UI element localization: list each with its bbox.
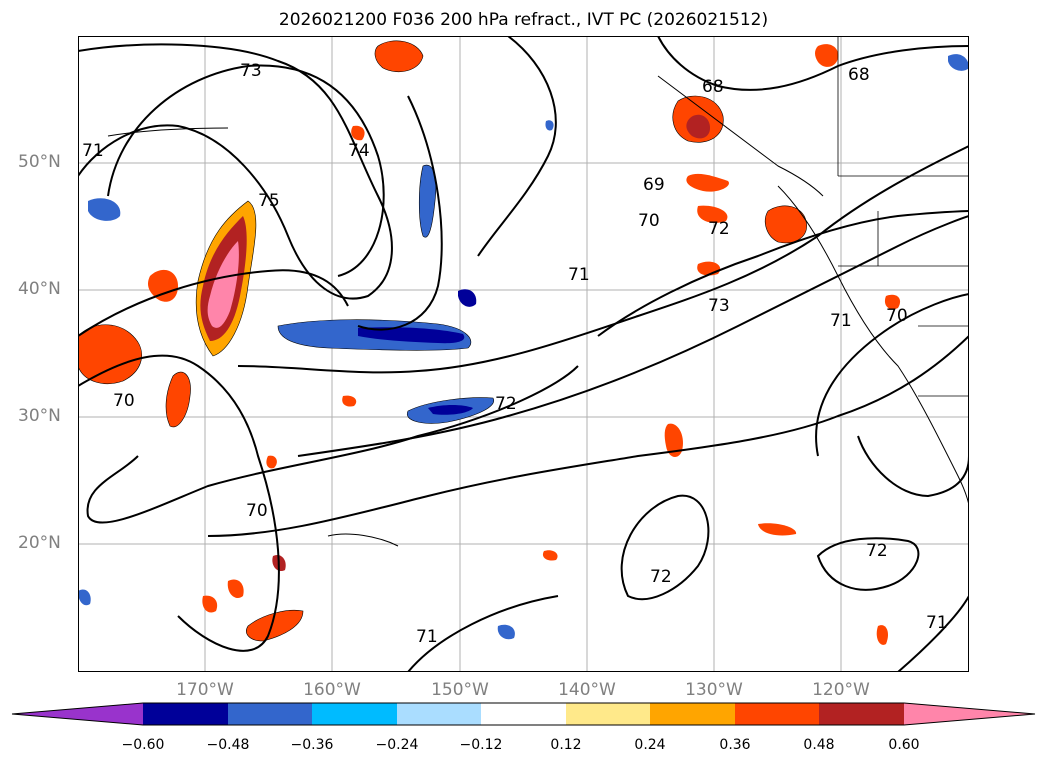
contour-label: 72 — [866, 541, 888, 561]
colorbar-tick-label: 0.60 — [888, 737, 920, 753]
contour-label: 74 — [348, 141, 370, 161]
ivt-positive-shading — [78, 40, 901, 645]
colorbar-tick-label: −0.36 — [290, 737, 334, 753]
colorbar-segment — [735, 703, 819, 725]
colorbar-segment — [566, 703, 650, 725]
map-panel: 73 74 75 71 68 68 69 70 72 71 73 71 70 7… — [78, 36, 969, 672]
colorbar-outline — [11, 702, 1036, 726]
coastlines — [107, 75, 969, 547]
colorbar-tick-label: 0.36 — [719, 737, 751, 753]
colorbar-max-extend — [904, 703, 1035, 725]
map-frame — [78, 36, 969, 672]
lon-label-130w: 130°W — [685, 680, 743, 700]
colorbar-tick-label: 0.48 — [803, 737, 835, 753]
lon-label-120w: 120°W — [812, 680, 870, 700]
lon-label-140w: 140°W — [558, 680, 616, 700]
colorbar-tick-label: −0.12 — [459, 737, 503, 753]
contour-label: 72 — [495, 394, 517, 414]
colorbar-segment — [397, 703, 481, 725]
contour-label: 68 — [702, 77, 724, 97]
lat-label-30n: 30°N — [18, 406, 61, 426]
colorbar-tick-label: 0.12 — [550, 737, 582, 753]
lon-label-170w: 170°W — [176, 680, 234, 700]
colorbar-segment — [819, 703, 904, 725]
lon-label-150w: 150°W — [431, 680, 489, 700]
colorbar-segment — [228, 703, 312, 725]
ivt-negative-shading — [78, 54, 969, 640]
contour-label: 71 — [82, 141, 104, 161]
contour-label: 75 — [258, 191, 280, 211]
colorbar-tick-label: −0.24 — [375, 737, 419, 753]
political-borders — [837, 36, 969, 397]
colorbar-tick-label: 0.24 — [634, 737, 666, 753]
colorbar-tick-label: −0.48 — [206, 737, 250, 753]
contour-label: 73 — [708, 296, 730, 316]
colorbar-segment — [143, 703, 228, 725]
gridlines — [78, 36, 969, 672]
map-canvas: 73 74 75 71 68 68 69 70 72 71 73 71 70 7… — [78, 36, 969, 672]
colorbar-segment — [650, 703, 735, 725]
map-title: 2026021200 F036 200 hPa refract., IVT PC… — [278, 10, 769, 30]
colorbar-segment — [312, 703, 397, 725]
contour-label: 70 — [886, 306, 908, 326]
contour-label: 71 — [830, 311, 852, 331]
lat-label-40n: 40°N — [18, 279, 61, 299]
contour-label: 70 — [638, 211, 660, 231]
contour-label: 70 — [246, 501, 268, 521]
contour-label: 72 — [650, 567, 672, 587]
lon-label-160w: 160°W — [303, 680, 361, 700]
contour-label: 71 — [416, 627, 438, 647]
contour-label: 72 — [708, 219, 730, 239]
lat-label-50n: 50°N — [18, 152, 61, 172]
contour-label: 71 — [926, 613, 948, 633]
contour-label: 68 — [848, 65, 870, 85]
contour-label: 71 — [568, 265, 590, 285]
contour-label: 73 — [240, 61, 262, 81]
contour-label: 70 — [113, 391, 135, 411]
colorbar — [11, 702, 1036, 726]
refractivity-contours — [78, 36, 969, 672]
colorbar-tick-label: −0.60 — [121, 737, 165, 753]
colorbar-segment — [481, 703, 566, 725]
contour-labels: 73 74 75 71 68 68 69 70 72 71 73 71 70 7… — [82, 61, 948, 647]
lat-label-20n: 20°N — [18, 533, 61, 553]
contour-label: 69 — [643, 175, 665, 195]
colorbar-min-extend — [12, 703, 143, 725]
